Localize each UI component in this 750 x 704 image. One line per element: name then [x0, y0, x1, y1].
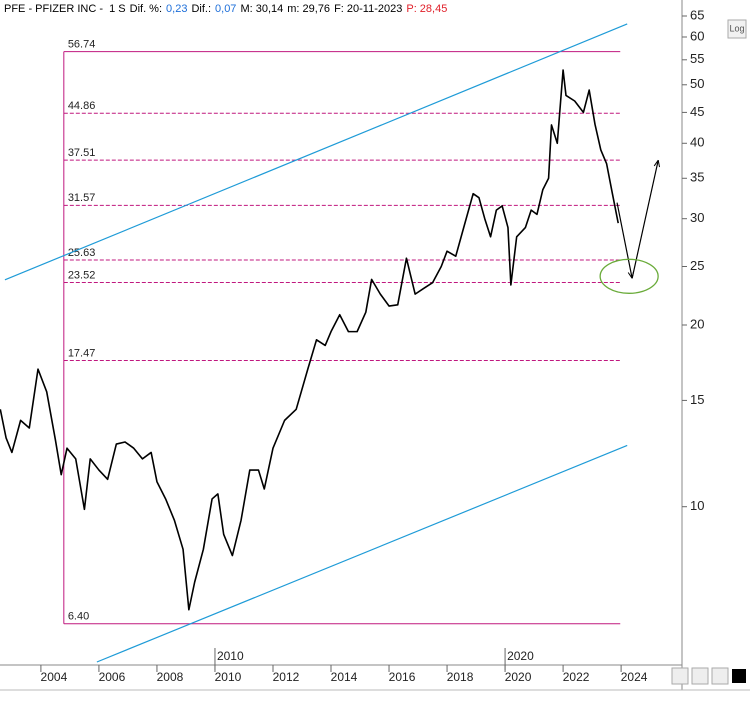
header-text: F: 20-11-2023: [334, 3, 403, 15]
y-tick-label: 55: [690, 51, 704, 66]
save-button[interactable]: [691, 667, 709, 685]
y-tick-label: 10: [690, 498, 704, 513]
x-tick-label: 2018: [447, 670, 474, 684]
arrow-head: [653, 159, 661, 168]
header-text: m: 29,76: [287, 3, 331, 15]
channel-line: [4, 23, 628, 281]
x-tick-label: 2004: [41, 670, 68, 684]
decade-label: 2010: [217, 649, 244, 663]
fib-label: 56.74: [68, 39, 96, 51]
x-tick-label: 2008: [157, 670, 184, 684]
fib-label: 23.52: [68, 269, 96, 281]
x-tick-label: 2022: [563, 670, 590, 684]
price-line: [0, 69, 619, 611]
header-text: 0,07: [215, 3, 237, 15]
channel-line: [96, 444, 628, 663]
y-tick-label: 30: [690, 210, 704, 225]
y-tick-label: 60: [690, 28, 704, 43]
y-tick-label: 25: [690, 258, 704, 273]
fib-label: 6.40: [68, 611, 89, 623]
x-tick-label: 2014: [331, 670, 358, 684]
toolbar-button[interactable]: [671, 667, 689, 685]
x-tick-label: 2012: [273, 670, 300, 684]
header: PFE - PFIZER INC - 1 S Dif. %: 0,23 Dif.: 0,…: [4, 3, 451, 15]
y-tick-label: 45: [690, 104, 704, 119]
x-tick-label: 2006: [99, 670, 126, 684]
y-tick-label: 40: [690, 135, 704, 150]
x-tick-label: 2020: [505, 670, 532, 684]
fib-label: 31.57: [68, 192, 96, 204]
y-tick-label: 65: [690, 7, 704, 22]
x-tick-label: 2016: [389, 670, 416, 684]
fib-label: 37.51: [68, 147, 96, 159]
fib-label: 25.63: [68, 247, 96, 259]
y-tick-label: 20: [690, 316, 704, 331]
header-text: M: 30,14: [240, 3, 284, 15]
close-button[interactable]: [711, 667, 729, 685]
y-tick-label: 50: [690, 76, 704, 91]
header-text: Dif. %:: [129, 3, 163, 15]
header-text: P: 28,45: [406, 3, 448, 15]
header-text: Dif.:: [191, 3, 212, 15]
color-button[interactable]: [732, 669, 746, 683]
log-button-label[interactable]: Log: [729, 23, 744, 33]
fib-label: 44.86: [68, 100, 96, 112]
target-ellipse: [599, 258, 659, 294]
header-text: 0,23: [166, 3, 188, 15]
log-button[interactable]: [727, 19, 747, 39]
fib-label: 17.47: [68, 347, 96, 359]
y-tick-label: 15: [690, 392, 704, 407]
arrow-head: [627, 271, 635, 279]
header-text: PFE - PFIZER INC - 1 S: [4, 3, 126, 15]
x-tick-label: 2024: [621, 670, 648, 684]
x-tick-label: 2010: [215, 670, 242, 684]
y-tick-label: 35: [690, 170, 704, 185]
decade-label: 2020: [507, 649, 534, 663]
